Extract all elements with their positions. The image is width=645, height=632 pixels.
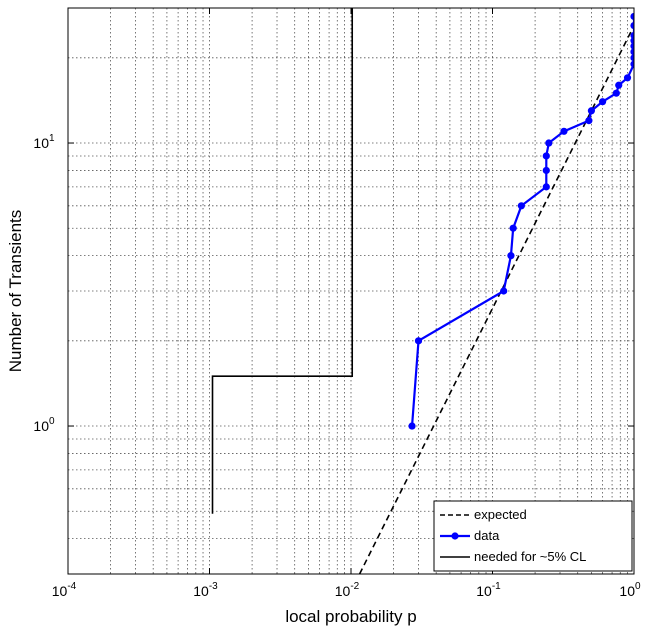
data-point xyxy=(615,81,623,89)
legend-label: needed for ~5% CL xyxy=(474,549,586,564)
series-line-data xyxy=(410,16,634,427)
legend-marker xyxy=(451,532,459,540)
data-point xyxy=(630,54,634,62)
data-point xyxy=(545,139,553,147)
grid xyxy=(68,8,634,575)
data-point xyxy=(500,287,508,295)
x-tick-label: 100 xyxy=(619,581,641,599)
x-tick-label: 10-3 xyxy=(193,581,218,599)
x-tick-label: 10-2 xyxy=(335,581,360,599)
data-point xyxy=(542,152,550,160)
y-tick-label: 100 xyxy=(33,416,55,434)
data-point xyxy=(542,166,550,175)
data-point xyxy=(630,60,634,68)
data-point xyxy=(585,117,593,125)
data-point xyxy=(599,98,607,106)
data-point xyxy=(517,202,525,210)
x-tick-label: 10-1 xyxy=(476,581,501,599)
y-tick-label: 101 xyxy=(33,133,55,151)
series-line-needed-for-5-cl xyxy=(211,8,354,514)
data-point xyxy=(408,422,416,430)
legend-label: data xyxy=(474,528,500,543)
series-layer xyxy=(211,8,634,574)
legend-label: expected xyxy=(474,507,527,522)
x-tick-label: 10-4 xyxy=(52,581,77,599)
data-point xyxy=(509,224,517,232)
data-point xyxy=(587,107,596,115)
data-point xyxy=(612,89,620,97)
y-axis-label: Number of Transients xyxy=(6,210,25,373)
series-line-expected xyxy=(358,25,634,574)
data-point xyxy=(542,183,550,191)
data-point xyxy=(414,337,423,345)
data-point xyxy=(630,42,634,50)
data-point xyxy=(630,31,634,40)
data-point xyxy=(623,74,632,82)
data-point xyxy=(630,21,634,30)
legend: expected data needed for ~5% CL xyxy=(433,500,633,572)
tick-labels: 10-4 10-3 10-2 10-1 100 100 101 xyxy=(33,133,641,599)
data-point xyxy=(630,48,634,56)
x-axis-label: local probability p xyxy=(285,607,416,626)
data-point xyxy=(560,127,568,135)
data-point xyxy=(507,252,515,260)
data-point xyxy=(630,12,634,21)
